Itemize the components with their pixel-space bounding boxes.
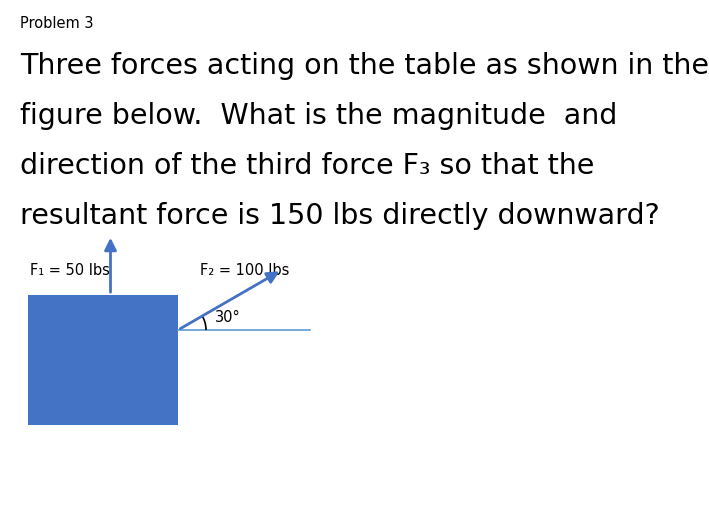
Bar	[28, 295, 178, 425]
Text: Three forces acting on the table as shown in the: Three forces acting on the table as show…	[20, 52, 709, 80]
Text: 30°: 30°	[216, 310, 241, 325]
Text: F₁ = 50 lbs: F₁ = 50 lbs	[30, 263, 110, 278]
Text: resultant force is 150 lbs directly downward?: resultant force is 150 lbs directly down…	[20, 202, 660, 230]
Text: figure below.  What is the magnitude  and: figure below. What is the magnitude and	[20, 102, 618, 130]
Text: direction of the third force F₃ so that the: direction of the third force F₃ so that …	[20, 152, 594, 180]
Text: F₂ = 100 lbs: F₂ = 100 lbs	[200, 263, 289, 278]
Text: Problem 3: Problem 3	[20, 16, 94, 31]
